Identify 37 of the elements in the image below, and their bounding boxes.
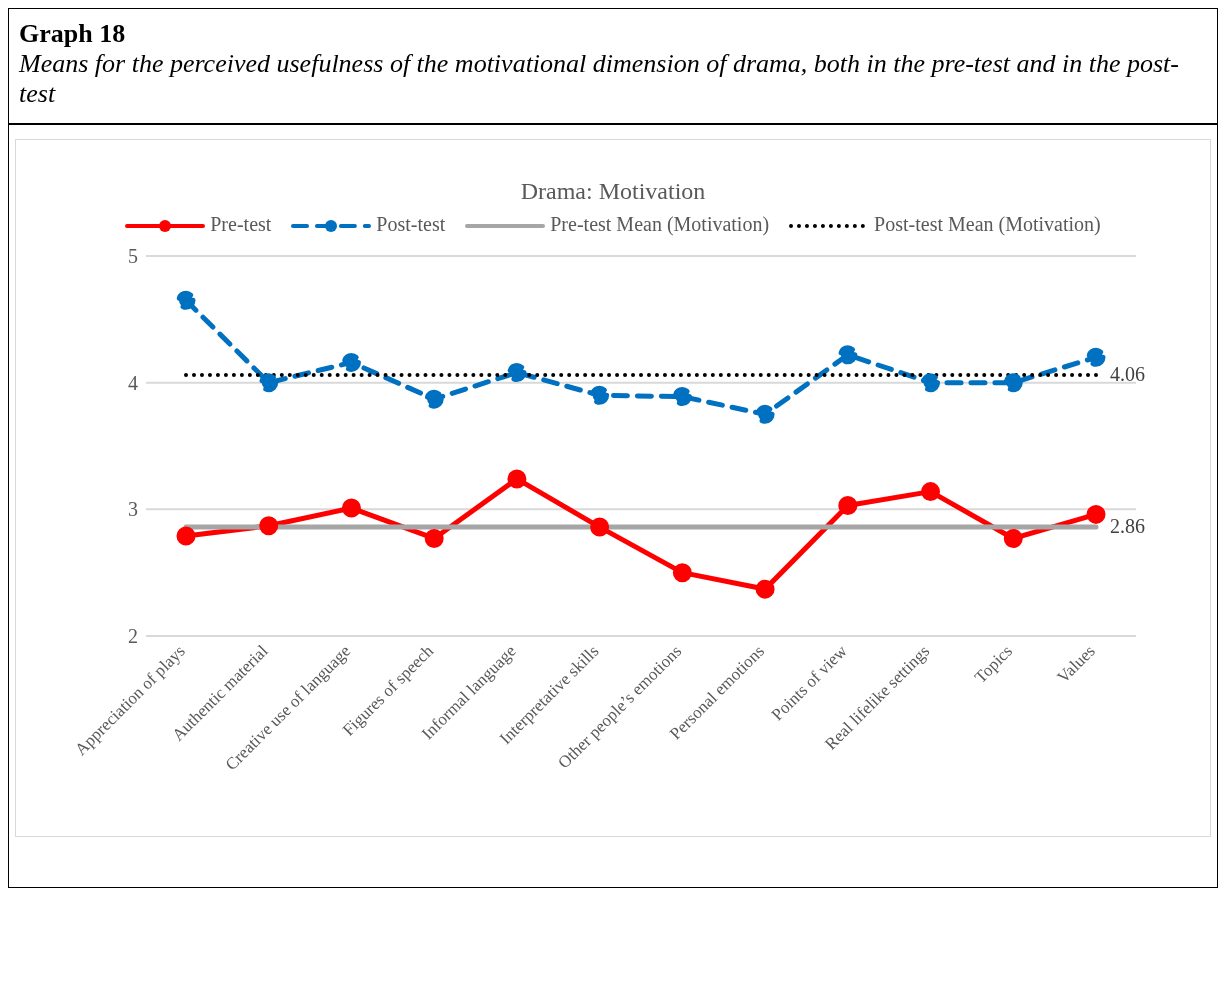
point xyxy=(1003,528,1023,548)
y-tick-label: 2 xyxy=(128,625,138,648)
point xyxy=(921,373,941,393)
y-tick-label: 5 xyxy=(128,245,138,268)
caption: Graph 18 xyxy=(19,19,127,49)
point xyxy=(1003,373,1023,393)
point xyxy=(838,496,858,516)
text: Means for the perceived usefulness of the motivational dimension of drama, both in the pre-test and in the post-test xyxy=(19,49,1180,109)
data-label: 2.86 xyxy=(1110,515,1145,538)
y-tick-label: 3 xyxy=(128,498,138,521)
point xyxy=(424,389,444,409)
legend-label: Pre-test xyxy=(209,213,272,236)
data-label: 4.06 xyxy=(1110,363,1145,386)
point xyxy=(507,469,527,489)
point xyxy=(672,563,692,583)
point xyxy=(755,579,775,599)
point xyxy=(259,516,279,536)
legend-label: Post-test Mean (Motivation) xyxy=(873,213,1101,236)
point xyxy=(672,387,692,407)
point xyxy=(838,345,858,365)
point xyxy=(590,385,610,405)
y-tick-label: 4 xyxy=(128,371,138,394)
legend-label: Post-test xyxy=(375,213,446,236)
point xyxy=(176,526,196,546)
point xyxy=(259,373,279,393)
point xyxy=(1086,504,1106,524)
point xyxy=(424,528,444,548)
point xyxy=(176,290,196,310)
legend-label: Pre-test Mean (Motivation) xyxy=(549,213,770,236)
point xyxy=(341,352,361,372)
point xyxy=(507,363,527,383)
point xyxy=(1086,347,1106,367)
point xyxy=(921,482,941,502)
point xyxy=(590,517,610,537)
point xyxy=(341,498,361,518)
point xyxy=(755,404,775,424)
chart-title: Drama: Motivation xyxy=(519,178,707,205)
